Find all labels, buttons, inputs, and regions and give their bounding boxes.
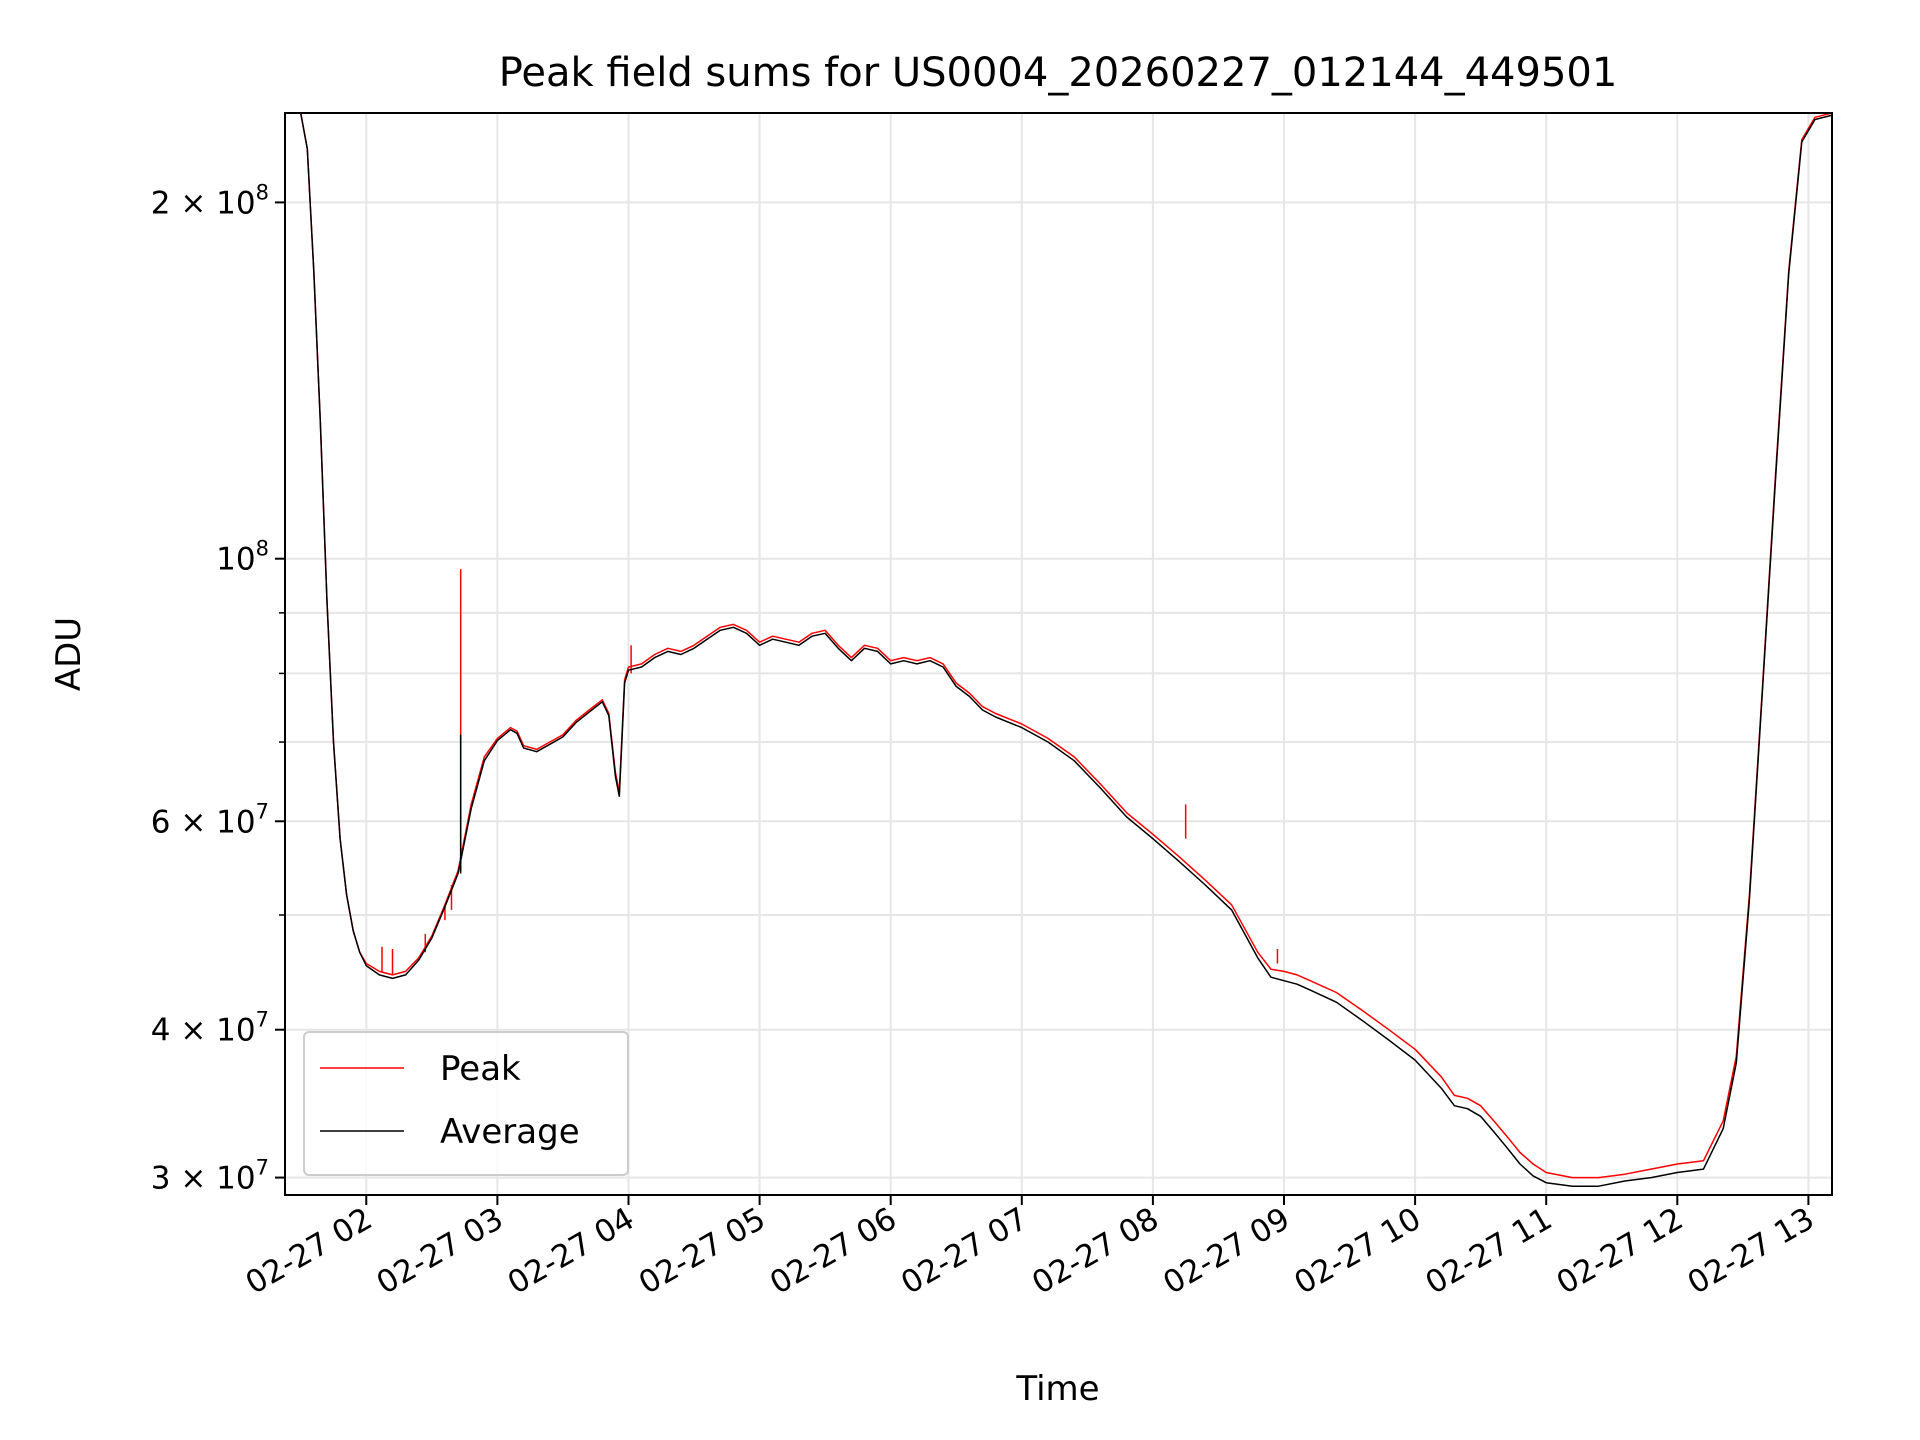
legend-peak-label: Peak bbox=[440, 1049, 521, 1089]
x-axis-label: Time bbox=[1015, 1369, 1099, 1409]
series-average-line bbox=[285, 113, 1832, 1187]
plot-area bbox=[285, 113, 1832, 1195]
y-tick-label: 108 bbox=[216, 537, 269, 578]
series-layer bbox=[285, 113, 1832, 1187]
legend-average-label: Average bbox=[440, 1112, 580, 1152]
chart-title: Peak field sums for US0004_20260227_0121… bbox=[499, 50, 1618, 96]
legend: Peak Average bbox=[303, 1031, 629, 1176]
plot-frame bbox=[284, 112, 1833, 1196]
y-tick-label: 3 × 107 bbox=[151, 1156, 269, 1197]
y-tick-label: 2 × 108 bbox=[151, 180, 269, 221]
y-tick-label: 4 × 107 bbox=[151, 1008, 269, 1049]
y-tick-label: 6 × 107 bbox=[151, 799, 269, 840]
y-axis-label: ADU bbox=[49, 617, 89, 691]
grid bbox=[285, 113, 1832, 1195]
